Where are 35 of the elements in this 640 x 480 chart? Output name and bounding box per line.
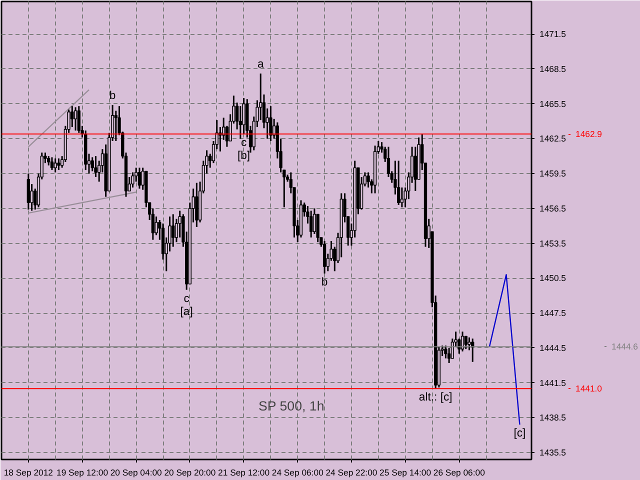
y-tick-label: 1462.5 [540,134,566,144]
annotation: b [321,276,328,289]
y-tick-label: 1465.5 [540,98,566,109]
annotation: a [257,58,264,71]
annotation: [c] [514,428,526,440]
x-tick-label: 24 Sep 06:00 [272,468,324,478]
x-tick-label: 18 Sep 2012 [4,468,54,478]
x-tick-label: 21 Sep 12:00 [218,468,270,478]
x-tick-label: 20 Sep 04:00 [110,468,162,478]
x-tick-label: 24 Sep 22:00 [326,468,378,478]
y-tick-label: 1468.5 [540,64,566,74]
y-tick-label: 1441.5 [540,378,566,388]
annotation: [b] [237,150,250,162]
y-tick-label: 1438.5 [540,412,566,423]
ref-line-label: 1444.6 [612,342,638,352]
ref-line-label: 1462.9 [576,129,602,140]
x-tick-label: 26 Sep 06:00 [433,468,486,478]
y-tick-label: 1453.5 [540,238,566,248]
annotation: alt.: [c] [418,392,452,404]
annotation: c [240,137,247,150]
x-tick-label: 25 Sep 14:00 [380,468,432,478]
y-tick-label: 1459.5 [540,168,566,179]
y-tick-label: 1450.5 [540,273,566,284]
y-tick-label: 1471.5 [540,29,566,40]
y-tick-label: 1447.5 [540,308,566,318]
annotation: c [184,292,190,305]
y-tick-label: 1435.5 [540,448,566,458]
text: SP 500, 1h [258,398,324,414]
x-tick-label: 20 Sep 20:00 [164,468,216,478]
y-tick-label: 1456.5 [540,203,566,214]
ref-line-label: 1441.0 [576,384,602,394]
x-tick-label: 19 Sep 12:00 [56,468,108,478]
annotation: [a] [180,306,193,318]
annotation: b [109,90,116,102]
y-tick-label: 1444.5 [540,342,566,353]
